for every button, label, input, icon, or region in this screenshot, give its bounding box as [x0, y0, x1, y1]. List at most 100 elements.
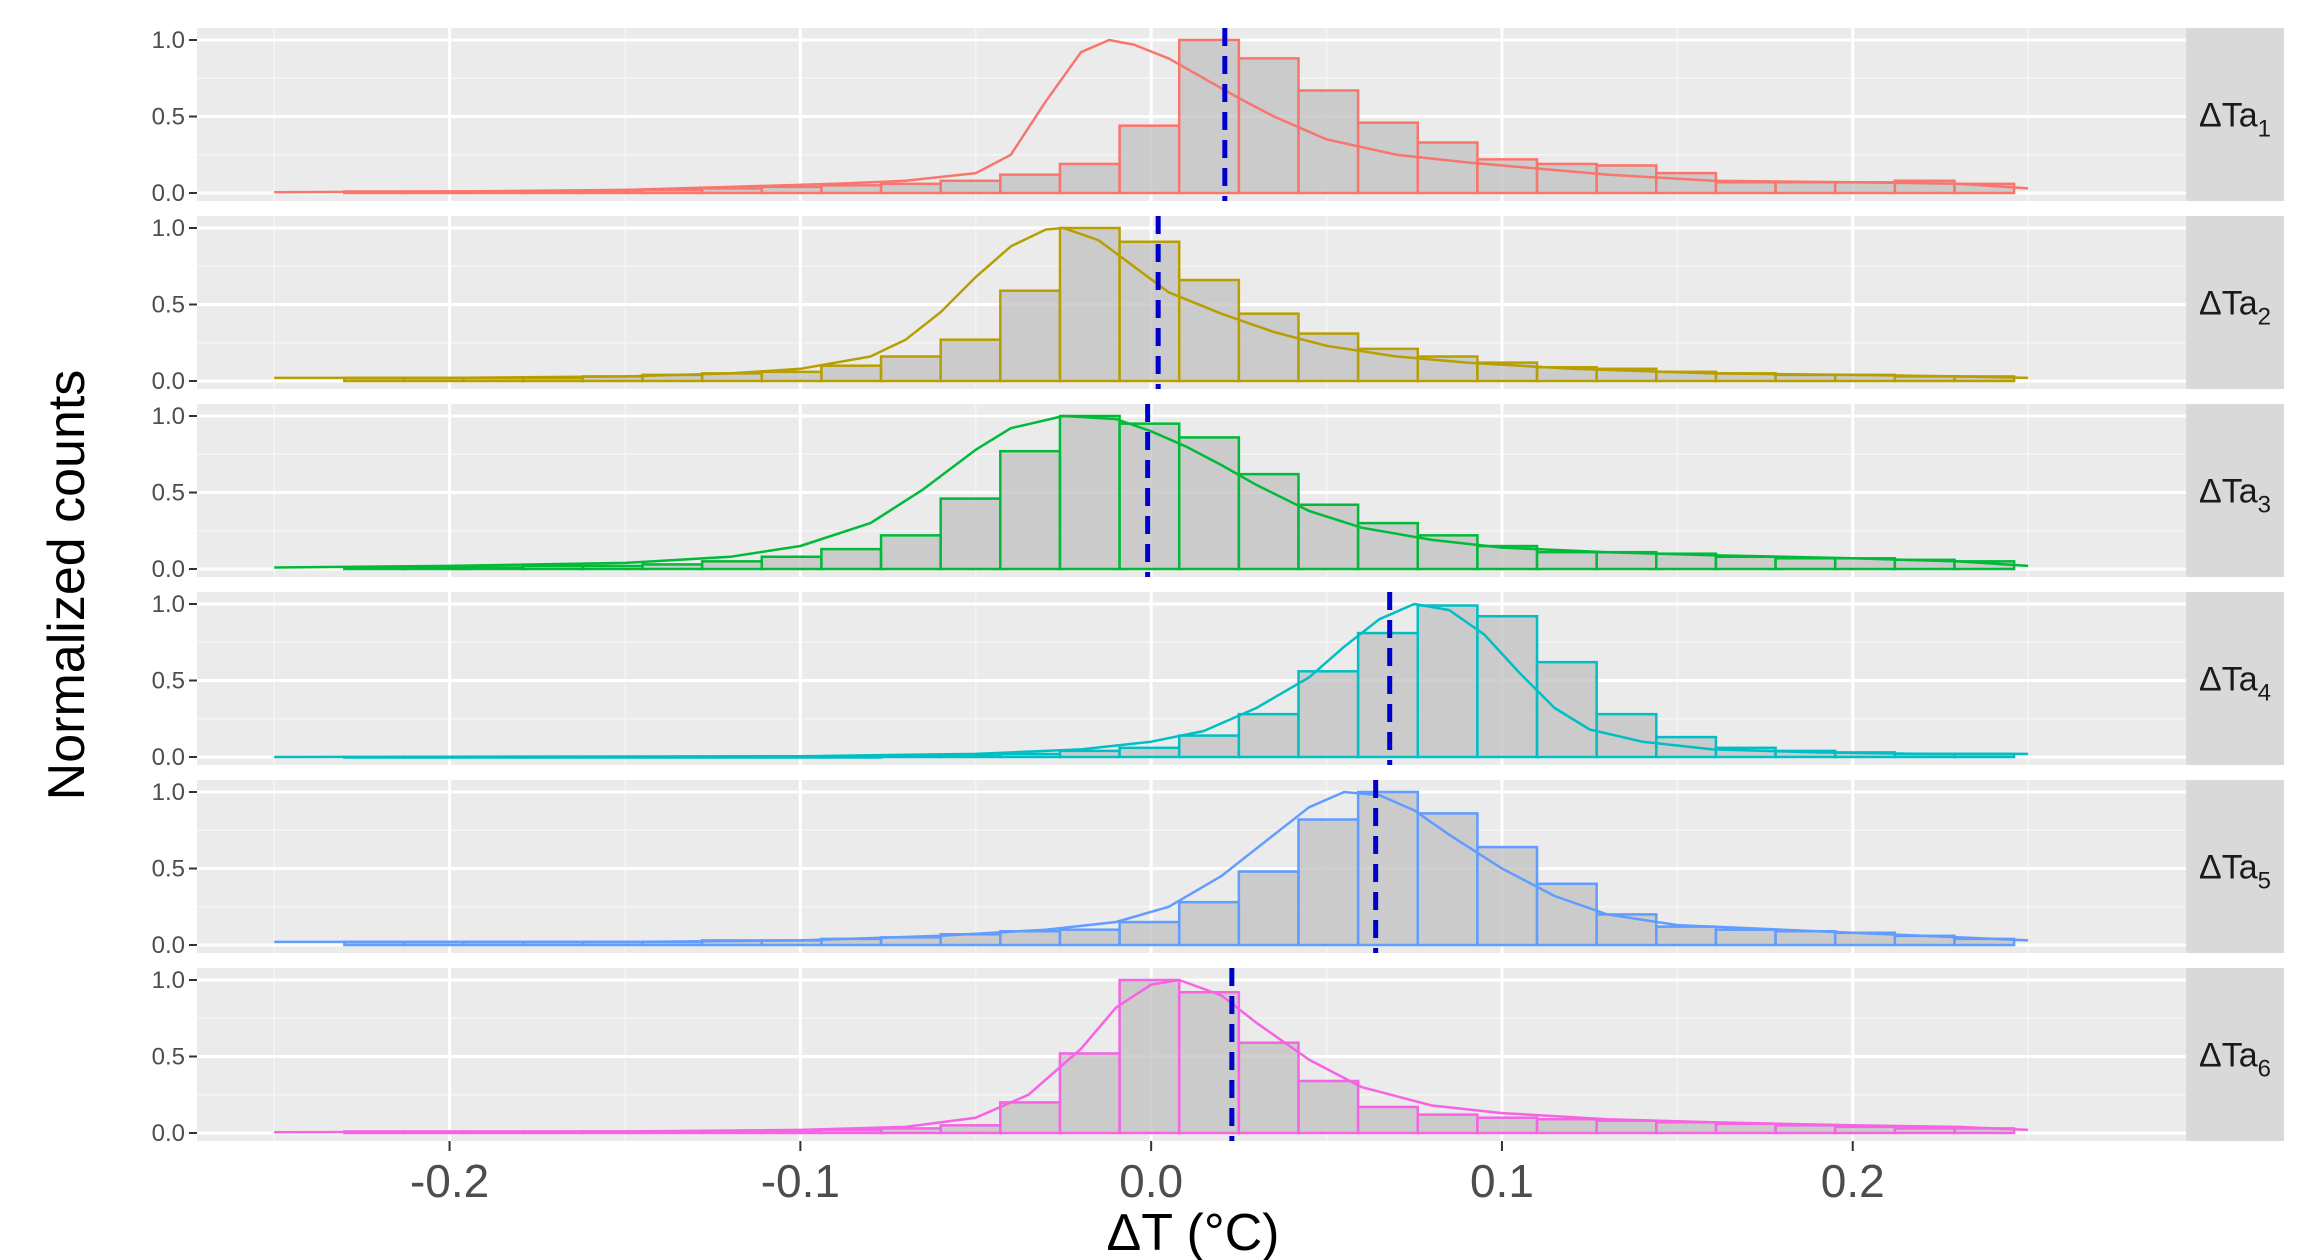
- histogram-bar: [1356, 521, 1420, 571]
- facet-strip: [2186, 592, 2284, 765]
- histogram-bar: [581, 190, 644, 195]
- histogram-bar: [999, 289, 1062, 383]
- x-tick-label: 0.2: [1821, 1155, 1885, 1207]
- histogram-bar: [820, 755, 883, 759]
- histogram-bar: [820, 547, 883, 571]
- histogram-bar: [939, 338, 1002, 383]
- x-axis-title: ΔT (°C): [1107, 1204, 1280, 1260]
- histogram-bar: [1476, 1116, 1539, 1135]
- y-tick-label: 1.0: [152, 403, 185, 430]
- histogram-bar: [999, 752, 1062, 759]
- facet-strip-label: ΔTa5: [2199, 849, 2271, 895]
- facet-panel-4: 0.0 0.5 1.0 ΔTa4: [152, 591, 2284, 771]
- histogram-bar: [999, 1101, 1062, 1135]
- facet-panel-5: 0.0 0.5 1.0 ΔTa5: [152, 779, 2284, 959]
- x-tick-label: -0.1: [761, 1155, 840, 1207]
- histogram-bar: [700, 187, 764, 195]
- facet-strip: [2186, 216, 2284, 389]
- histogram-bar: [1416, 812, 1479, 947]
- y-tick-label: 0.5: [152, 1044, 185, 1071]
- y-tick-label: 0.0: [152, 744, 185, 771]
- histogram-bar: [1058, 162, 1121, 195]
- histogram-bar: [1595, 913, 1658, 947]
- histogram-bar: [1237, 472, 1300, 571]
- histogram-bar: [760, 1130, 823, 1135]
- y-tick-label: 0.0: [152, 180, 185, 207]
- histogram-bar: [1058, 414, 1121, 571]
- histogram-bar: [820, 184, 883, 195]
- y-tick-label: 0.0: [152, 556, 185, 583]
- histogram-bar: [1177, 436, 1241, 571]
- histogram-bar: [1356, 347, 1420, 383]
- histogram-bar: [1833, 1125, 1897, 1135]
- histogram-bar: [1356, 121, 1420, 195]
- histogram-bar: [879, 355, 942, 383]
- panels-layer: 0.00.51.0ΔTa10.00.51.0ΔTa20.00.51.0ΔTa30…: [152, 27, 2284, 1147]
- histogram-bar: [1356, 1105, 1420, 1135]
- histogram-bar: [1297, 818, 1360, 947]
- histogram-bar: [1177, 990, 1241, 1135]
- facet-panel-3: 0.0 0.5 1.0 ΔTa3: [152, 403, 2284, 583]
- histogram-bar: [1535, 882, 1598, 947]
- y-tick-label: 1.0: [152, 27, 185, 54]
- facet-strip: [2186, 968, 2284, 1141]
- histogram-bar: [1774, 1124, 1837, 1135]
- facet-strip-label: ΔTa3: [2199, 473, 2271, 519]
- facet-panel-2: 0.0 0.5 1.0 ΔTa2: [152, 215, 2284, 395]
- histogram-bar: [1476, 614, 1539, 759]
- facet-strip: [2186, 780, 2284, 953]
- facet-strip-label: ΔTa6: [2199, 1037, 2271, 1083]
- histogram-bar: [939, 754, 1002, 759]
- histogram-bar: [1118, 978, 1181, 1135]
- histogram-bar: [1177, 734, 1241, 759]
- facet-strip: [2186, 28, 2284, 201]
- histogram-bar: [1714, 928, 1777, 947]
- histogram-bar: [1237, 1041, 1300, 1135]
- density-curve: [274, 978, 2029, 1134]
- density-curve: [274, 602, 2029, 759]
- histogram-bar: [1118, 920, 1181, 947]
- y-tick-label: 1.0: [152, 591, 185, 618]
- y-tick-label: 0.5: [152, 104, 185, 131]
- facet-strip-label: ΔTa4: [2199, 661, 2271, 707]
- histogram-bar: [1058, 928, 1121, 947]
- y-tick-label: 1.0: [152, 215, 185, 242]
- histogram-bar: [1714, 1122, 1777, 1135]
- y-tick-label: 0.0: [152, 1120, 185, 1147]
- histogram-bar: [939, 179, 1002, 195]
- density-curve: [274, 414, 2029, 569]
- histogram-bar: [1416, 1113, 1479, 1135]
- histogram-bar: [1774, 929, 1837, 947]
- y-tick-label: 0.5: [152, 856, 185, 883]
- y-tick-label: 1.0: [152, 779, 185, 806]
- histogram-bar: [820, 364, 883, 383]
- histogram-bar: [820, 1128, 883, 1135]
- histogram-bar: [1237, 57, 1300, 195]
- x-tick-label: -0.2: [410, 1155, 489, 1207]
- histogram-bar: [879, 1127, 942, 1135]
- histogram-bar: [879, 534, 942, 571]
- histogram-bar: [462, 566, 525, 571]
- histogram-bar: [1774, 181, 1837, 195]
- histogram-bar: [1058, 749, 1121, 759]
- histogram-bar: [879, 182, 942, 195]
- y-tick-label: 0.5: [152, 292, 185, 319]
- histogram-bar: [1476, 845, 1539, 947]
- histogram-bar: [1595, 550, 1658, 571]
- histogram-bar: [760, 185, 823, 195]
- histogram-bar: [402, 566, 465, 571]
- histogram-bar: [999, 449, 1062, 571]
- histogram-bar: [1058, 226, 1121, 383]
- y-tick-label: 0.0: [152, 932, 185, 959]
- histogram-bar: [1655, 171, 1718, 195]
- histogram-bar: [760, 370, 823, 383]
- histogram-bar: [1595, 1119, 1658, 1135]
- histogram-bar: [1655, 1121, 1718, 1135]
- histogram-bar: [1058, 1052, 1121, 1135]
- histogram-bar: [521, 564, 585, 571]
- y-tick-label: 1.0: [152, 967, 185, 994]
- histogram-bar: [999, 173, 1062, 195]
- histogram-bar: [1177, 900, 1241, 947]
- facet-panel-6: 0.0 0.5 1.0 ΔTa6: [152, 967, 2284, 1147]
